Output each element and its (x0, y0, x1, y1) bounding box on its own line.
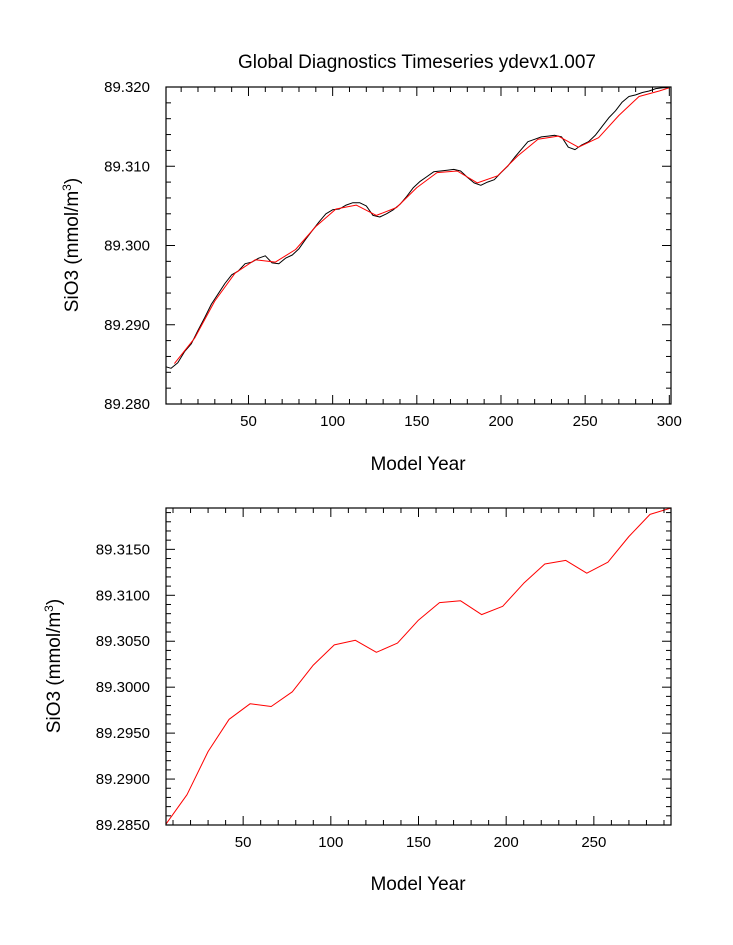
bottom-y-axis-label-main: SiO3 (mmol/m (44, 612, 65, 733)
bottom-y-tick-label: 89.3150 (96, 541, 150, 558)
top-x-axis-label: Model Year (370, 454, 466, 475)
top-y-axis-label-sup: 3 (60, 184, 74, 191)
bottom-y-axis-label-sup: 3 (42, 605, 56, 612)
bottom-y-tick-label: 89.2950 (96, 725, 150, 742)
top-y-tick-label: 89.280 (104, 396, 150, 413)
bottom-x-tick-label: 100 (318, 834, 343, 851)
top-y-axis-label-close: ) (62, 178, 83, 184)
bottom-y-axis-label: SiO3 (mmol/m3) (42, 599, 65, 733)
top-ticks-layer: 50 100 150 200 250 300 89.280 89.290 89.300 89.31… (104, 79, 682, 430)
bottom-ticks-layer: 50 100 150 200 250 89.2850 89.2900 89.2950 89.30… (96, 508, 671, 851)
bottom-x-axis-label: Model Year (370, 874, 466, 895)
chart-title: Global Diagnostics Timeseries ydevx1.007 (238, 52, 596, 73)
top-y-tick-label: 89.310 (104, 158, 150, 175)
top-y-tick-label: 89.290 (104, 317, 150, 334)
bottom-x-tick-label: 50 (235, 834, 252, 851)
bottom-series-smoothed-line (165, 507, 672, 825)
bottom-x-tick-label: 200 (494, 834, 519, 851)
top-y-tick-label: 89.300 (104, 238, 150, 255)
top-x-tick-label: 150 (404, 413, 429, 430)
bottom-y-tick-label: 89.2900 (96, 771, 150, 788)
bottom-x-tick-label: 150 (406, 834, 431, 851)
bottom-y-tick-label: 89.3100 (96, 587, 150, 604)
top-series-layer (165, 87, 670, 369)
top-series-smoothed-line (174, 87, 670, 364)
bottom-series-layer (165, 507, 672, 825)
top-x-tick-label: 50 (240, 413, 257, 430)
top-y-tick-label: 89.320 (104, 79, 150, 96)
top-x-tick-label: 200 (488, 413, 513, 430)
top-series-annual-line (165, 87, 670, 369)
bottom-chart: 50 100 150 200 250 89.2850 89.2900 89.2950 89.30… (42, 507, 672, 895)
top-y-axis-label-main: SiO3 (mmol/m (62, 191, 83, 312)
bottom-y-tick-label: 89.2850 (96, 817, 150, 834)
top-y-axis-label: SiO3 (mmol/m3) (60, 178, 83, 312)
top-x-tick-label: 250 (573, 413, 598, 430)
bottom-y-tick-label: 89.3000 (96, 679, 150, 696)
top-x-tick-label: 300 (657, 413, 682, 430)
top-x-tick-label: 100 (320, 413, 345, 430)
bottom-y-tick-label: 89.3050 (96, 633, 150, 650)
bottom-plot-frame (165, 507, 672, 826)
top-chart: Global Diagnostics Timeseries ydevx1.007… (60, 52, 682, 475)
bottom-x-tick-label: 250 (581, 834, 606, 851)
bottom-y-axis-label-close: ) (44, 599, 65, 605)
